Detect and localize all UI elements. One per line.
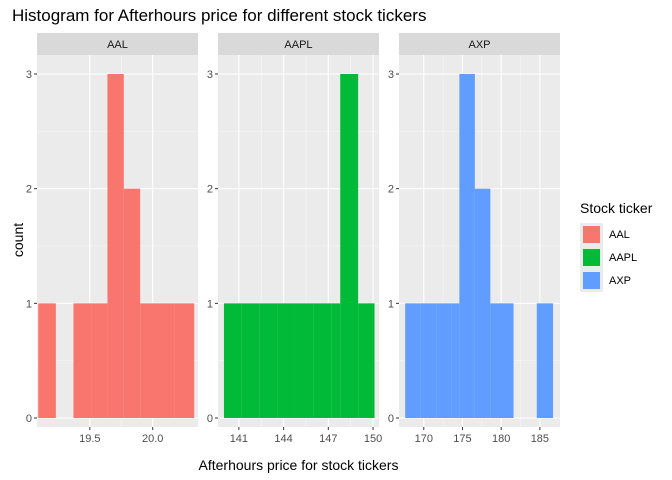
y-tick-label: 0 bbox=[388, 413, 394, 425]
y-tick-label: 3 bbox=[26, 69, 32, 81]
x-tick-label-aapl: 141 bbox=[230, 433, 248, 445]
histogram-bar-aapl-7 bbox=[340, 74, 359, 418]
histogram-bar-aapl-0 bbox=[223, 303, 242, 418]
y-tick-label: 2 bbox=[207, 184, 213, 196]
chart-title: Histogram for Afterhours price for diffe… bbox=[12, 6, 427, 25]
x-tick-label-aapl: 150 bbox=[364, 433, 382, 445]
histogram-bar-axp-5 bbox=[474, 188, 491, 418]
x-axis-label: Afterhours price for stock tickers bbox=[198, 457, 399, 473]
x-tick-label-axp: 170 bbox=[415, 433, 433, 445]
histogram-bar-aapl-3 bbox=[277, 303, 296, 418]
histogram-bar-axp-4 bbox=[459, 74, 475, 418]
histogram-bar-aal-5 bbox=[123, 188, 141, 418]
y-tick-label: 3 bbox=[207, 69, 213, 81]
histogram-bar-aal-8 bbox=[174, 303, 195, 418]
histogram-bar-aapl-5 bbox=[313, 303, 332, 418]
histogram-bar-axp-3 bbox=[451, 303, 460, 418]
y-tick-label: 1 bbox=[207, 298, 213, 310]
y-tick-label: 1 bbox=[26, 298, 32, 310]
x-tick-label-axp: 185 bbox=[531, 433, 549, 445]
y-tick-label: 3 bbox=[388, 69, 394, 81]
histogram-bar-aal-3 bbox=[91, 303, 108, 418]
x-tick-label-aal: 19.5 bbox=[79, 433, 100, 445]
facet-strip-label-aapl: AAPL bbox=[284, 39, 312, 51]
histogram-bar-axp-0 bbox=[405, 303, 421, 418]
facet-strip-label-aal: AAL bbox=[107, 39, 128, 51]
histogram-bar-aapl-2 bbox=[259, 303, 278, 418]
legend-label-aal: AAL bbox=[609, 228, 630, 241]
y-tick-label: 1 bbox=[388, 298, 394, 310]
y-tick-label: 2 bbox=[26, 184, 32, 196]
legend-swatch-axp bbox=[583, 272, 600, 289]
facet-strip-axp bbox=[399, 33, 560, 55]
y-tick-label: 0 bbox=[26, 413, 32, 425]
legend-title: Stock ticker bbox=[580, 200, 653, 216]
x-tick-label-aapl: 147 bbox=[319, 433, 337, 445]
y-tick-label: 0 bbox=[207, 413, 213, 425]
x-tick-label-aapl: 144 bbox=[274, 433, 292, 445]
legend-swatch-aapl bbox=[583, 249, 600, 266]
histogram-bar-axp-2 bbox=[436, 303, 452, 418]
x-tick-label-axp: 175 bbox=[453, 433, 471, 445]
histogram-bar-aal-2 bbox=[73, 303, 92, 418]
legend: Stock ticker AAL AAPL AXP bbox=[580, 200, 652, 292]
histogram-bar-aapl-8 bbox=[358, 303, 375, 418]
histogram-bar-axp-1 bbox=[420, 303, 437, 418]
facet-strip-label-axp: AXP bbox=[468, 39, 490, 51]
legend-swatch-aal bbox=[583, 226, 600, 243]
histogram-bar-aal-4 bbox=[107, 74, 124, 418]
histogram-bar-aapl-1 bbox=[241, 303, 260, 418]
histogram-bar-aapl-4 bbox=[295, 303, 314, 418]
facet-strip-aapl bbox=[218, 33, 379, 55]
legend-label-axp: AXP bbox=[609, 274, 632, 287]
legend-item-axp: AXP bbox=[580, 269, 652, 292]
histogram-bar-aal-0 bbox=[38, 303, 56, 418]
legend-item-aal: AAL bbox=[580, 223, 652, 246]
x-tick-label-axp: 180 bbox=[492, 433, 510, 445]
x-tick-label-aal: 20.0 bbox=[142, 433, 163, 445]
facet-strip-aal bbox=[37, 33, 198, 55]
y-axis-label: count bbox=[10, 222, 26, 258]
histogram-bar-aal-7 bbox=[156, 303, 175, 418]
histogram-bar-axp-6 bbox=[490, 303, 514, 418]
legend-item-aapl: AAPL bbox=[580, 246, 652, 269]
histogram-bar-axp-8 bbox=[536, 303, 554, 418]
histogram-bar-aapl-6 bbox=[331, 303, 341, 418]
y-tick-label: 2 bbox=[388, 184, 394, 196]
legend-label-aapl: AAPL bbox=[609, 251, 638, 264]
histogram-bar-aal-6 bbox=[140, 303, 157, 418]
